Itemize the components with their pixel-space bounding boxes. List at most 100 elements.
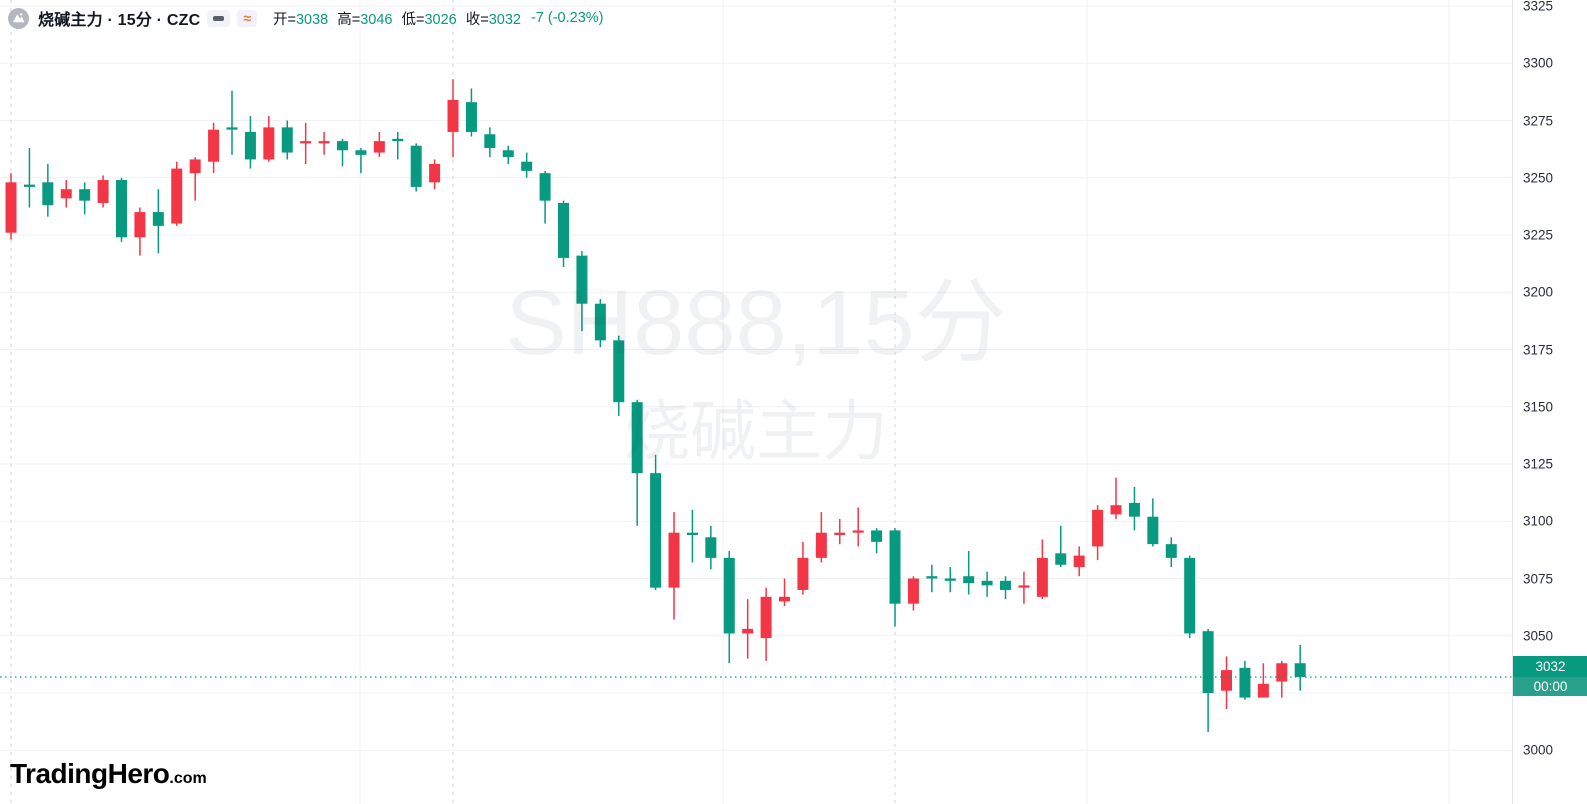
candle-body <box>760 596 772 639</box>
price-axis[interactable]: 3325 3300 3275 3250 3225 3200 3175 3150 3125 3100… <box>1512 0 1587 804</box>
candle-body <box>1036 557 1048 597</box>
candle-body <box>981 580 993 586</box>
candle-body <box>852 530 864 533</box>
change-value: -7 (-0.23%) <box>530 10 604 26</box>
candle-body <box>152 212 164 226</box>
price-axis-label: 3225 <box>1523 227 1554 243</box>
candle-body <box>521 161 533 171</box>
tradinghero-logo: TradingHero .com <box>10 758 207 790</box>
candle-body <box>484 134 496 148</box>
candle-body <box>871 530 883 542</box>
candle-body <box>1239 667 1251 698</box>
candle-body <box>815 532 827 558</box>
candle-body <box>889 530 901 604</box>
candle-body <box>1055 553 1067 565</box>
candle-body <box>189 159 201 174</box>
price-axis-label: 3300 <box>1523 55 1554 71</box>
brand-name: TradingHero <box>10 758 170 789</box>
candle-body <box>208 129 220 162</box>
candle-body <box>1073 555 1085 568</box>
minus-bar-icon <box>213 15 225 21</box>
price-axis-label: 3250 <box>1523 170 1554 186</box>
candle-body <box>944 578 956 581</box>
price-axis-label: 3150 <box>1523 399 1554 415</box>
candle-body <box>79 189 91 201</box>
candle-body <box>300 141 312 144</box>
candle-body <box>1092 509 1104 547</box>
candle-body <box>650 473 662 588</box>
candle-body <box>410 145 422 187</box>
price-axis-label: 3075 <box>1523 571 1554 586</box>
price-axis-label: 3050 <box>1523 628 1554 644</box>
candle-body <box>558 202 570 258</box>
chart-legend: 烧碱主力 · 15分 · CZC ≈ 开=3038 高=3046 低=3026 … <box>8 6 603 30</box>
candle-body <box>42 182 54 206</box>
candle-body <box>668 532 680 588</box>
high-label: 高= <box>337 11 361 28</box>
candle-body <box>226 127 238 130</box>
candle-body <box>5 182 17 233</box>
candle-body <box>429 164 441 183</box>
candle-body <box>1257 683 1269 698</box>
open-label: 开= <box>273 11 296 28</box>
approx-indicator-icon[interactable]: ≈ <box>237 9 258 27</box>
candle-body <box>244 131 256 160</box>
price-axis-label: 3175 <box>1523 342 1554 357</box>
candle-body <box>447 99 459 132</box>
current-price-value: 3032 <box>1513 655 1587 677</box>
candle-body <box>1110 505 1122 515</box>
candle-body <box>97 180 109 203</box>
candle-style-icon[interactable] <box>207 9 231 27</box>
low-value: 3026 <box>424 11 457 28</box>
low-label: 低= <box>401 11 425 28</box>
candle-body <box>1128 502 1140 517</box>
candle-body <box>116 180 128 238</box>
symbol-avatar[interactable] <box>8 7 29 29</box>
price-axis-label: 3325 <box>1523 0 1554 14</box>
current-price-badge: 3032 00:00 <box>1513 655 1587 696</box>
candle-body <box>1202 631 1214 693</box>
high-value: 3046 <box>360 11 393 28</box>
candle-body <box>171 168 183 224</box>
symbol-title[interactable]: 烧碱主力 · 15分 · CZC <box>38 12 201 29</box>
candle-body <box>60 189 72 199</box>
candle-body <box>263 127 275 160</box>
candle-body <box>613 340 625 403</box>
candle-body <box>1147 516 1159 545</box>
candle-body <box>631 402 643 474</box>
candle-body <box>963 576 975 584</box>
candle-body <box>779 596 791 602</box>
price-axis-label: 3000 <box>1523 742 1554 758</box>
candle-body <box>1221 670 1233 691</box>
candle-body <box>1000 580 1012 590</box>
brand-suffix: .com <box>169 770 207 787</box>
candle-body <box>1276 663 1288 682</box>
candle-body <box>594 303 606 341</box>
candle-body <box>281 127 293 153</box>
candle-body <box>373 141 385 153</box>
candle-body <box>907 578 919 604</box>
candle-body <box>465 102 477 132</box>
candle-body <box>926 576 938 579</box>
candle-body <box>723 557 735 634</box>
close-label: 收= <box>465 11 489 28</box>
ohlc-readout: 开=3038 高=3046 低=3026 收=3032 -7 (-0.23%) <box>273 8 603 29</box>
price-axis-label: 3125 <box>1523 456 1554 472</box>
open-value: 3038 <box>295 11 329 28</box>
candle-body <box>539 173 551 201</box>
mountain-logo-icon <box>13 12 25 22</box>
candle-body <box>502 150 514 158</box>
candle-body <box>1294 663 1306 677</box>
price-axis-label: 3100 <box>1523 513 1554 529</box>
candle-body <box>355 150 367 155</box>
candle-body <box>1184 557 1196 634</box>
candle-body <box>392 138 404 142</box>
candle-body <box>834 532 846 535</box>
candle-body <box>797 557 809 590</box>
candle-body <box>1165 544 1177 558</box>
candle-body <box>742 628 754 634</box>
price-axis-label: 3200 <box>1523 284 1554 300</box>
close-value: 3032 <box>488 11 521 28</box>
